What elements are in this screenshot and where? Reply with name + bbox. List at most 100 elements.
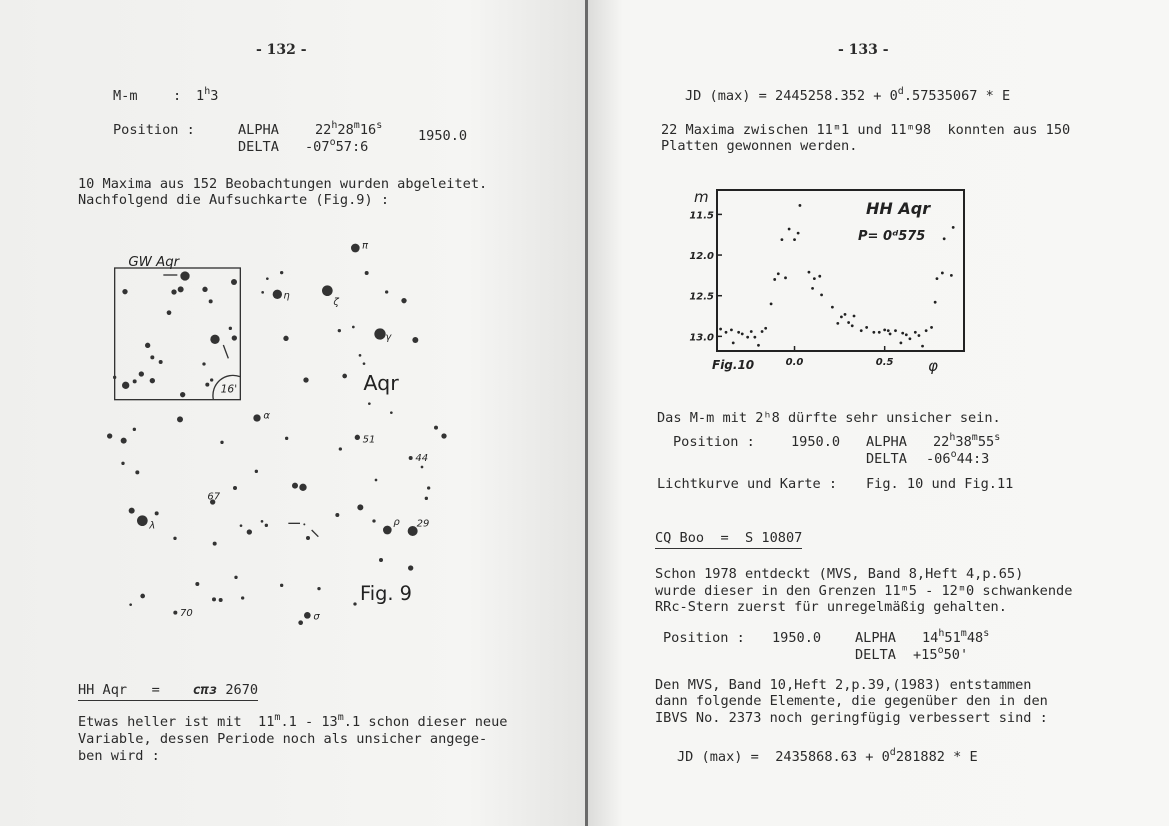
paragraph-line: Variable, dessen Periode noch als unsich… [78, 731, 488, 747]
data-point [940, 271, 944, 275]
star-dot [154, 511, 159, 516]
data-point [883, 328, 887, 332]
star-dot [140, 593, 145, 599]
y-tick-label: 12.0 [689, 251, 714, 262]
data-point [820, 293, 823, 297]
data-point [796, 231, 800, 235]
data-point [949, 273, 953, 277]
star-dot [122, 381, 130, 389]
star-dot [362, 362, 366, 365]
data-point [784, 276, 787, 280]
epoch: 1950.0 [791, 434, 841, 450]
data-point [724, 330, 728, 334]
star-dot [145, 342, 151, 348]
star-dot [254, 469, 258, 473]
star-dot [122, 289, 128, 295]
jd-formula: JD (max) = 2435868.63 + 0d281882 * E [677, 747, 978, 766]
data-point [904, 333, 908, 337]
data-point [818, 274, 822, 278]
data-point [899, 341, 903, 345]
data-point [776, 272, 780, 276]
epoch: 1950.0 [772, 630, 822, 646]
figure-label: Fig.10 [712, 358, 754, 372]
page-number-left: - 132 - [256, 42, 307, 58]
star-dot [132, 427, 136, 431]
data-point [787, 227, 791, 231]
mm-label: M-m [113, 88, 138, 104]
star-dot [306, 536, 310, 540]
star-label: π [362, 241, 369, 252]
star-dot [342, 373, 347, 379]
data-point [921, 344, 924, 348]
star-dot [177, 416, 183, 423]
data-point [746, 335, 750, 339]
data-point [798, 204, 802, 207]
star-dot [338, 447, 342, 451]
star-dot [337, 329, 341, 333]
star-label: 67 [207, 491, 220, 502]
book-spine [585, 0, 588, 826]
star-dot [292, 482, 298, 489]
star-dot [241, 596, 245, 600]
star-dot [408, 565, 414, 571]
star-dot [272, 289, 282, 299]
data-point [852, 314, 856, 318]
paragraph-line: 22 Maxima zwischen 11ᵐ1 und 11ᵐ98 konnte… [661, 122, 1071, 138]
star-dot [121, 461, 125, 465]
lightcurve-label: Lichtkurve und Karte : [657, 476, 838, 492]
heading-hh-aqr: HH Aqr = cπз 2670 [78, 682, 259, 701]
data-point [753, 335, 757, 339]
position-label: Position : [113, 122, 195, 138]
star-dot [264, 523, 268, 527]
star-dot [195, 582, 200, 586]
star-dot [390, 411, 393, 414]
star-label: α [263, 410, 270, 421]
data-point [872, 330, 876, 334]
mm-colon: : [173, 88, 182, 104]
star-dot [412, 337, 419, 343]
data-point [737, 330, 741, 334]
star-label: 70 [180, 608, 193, 619]
star-dot [212, 597, 216, 602]
chart-title: HH Aqr [866, 199, 931, 218]
data-point [769, 302, 773, 306]
period-annotation: P= 0ᵈ575 [858, 229, 925, 244]
epoch: 1950.0 [418, 128, 468, 144]
star-dot [234, 575, 238, 579]
star-dot [137, 515, 148, 526]
star-dot [357, 504, 364, 511]
star-dot [372, 519, 376, 523]
star-label: ρ [393, 517, 400, 528]
light-curve-fig10: m HH Aqr P= 0ᵈ575 Fig.10 φ 11.5 12.0 12.5 1… [689, 188, 965, 375]
alpha-label: ALPHA [238, 122, 279, 138]
inset-scale: 16' [221, 383, 238, 396]
paragraph-line: Das M-m mit 2ʰ8 dürfte sehr unsicher sei… [657, 410, 1001, 426]
star-dot [180, 271, 190, 281]
star-dot [434, 425, 438, 430]
scale-arc [212, 374, 241, 400]
star-dot [383, 525, 392, 535]
star-dot [212, 541, 217, 546]
star-dot [407, 526, 418, 536]
data-point [908, 337, 912, 341]
star-dot [158, 360, 163, 364]
star-dot [266, 277, 269, 280]
data-point [840, 315, 843, 319]
paragraph-line: wurde dieser in den Grenzen 11ᵐ5 - 12ᵐ0 … [655, 583, 1073, 599]
jd-formula: JD (max) = 2445258.352 + 0d.57535067 * E [685, 86, 1011, 105]
heading-cq-boo: CQ Boo = S 10807 [655, 530, 803, 549]
data-point [740, 332, 744, 336]
star-dot [132, 379, 137, 384]
star-dot [368, 402, 371, 405]
star-dot [261, 291, 264, 294]
star-dot [408, 456, 413, 460]
star-dot [210, 499, 216, 505]
data-point [780, 238, 784, 242]
alpha-label: ALPHA [855, 630, 896, 646]
delta-label: DELTA [238, 139, 279, 155]
star-dot [253, 414, 261, 422]
star-dot [210, 378, 214, 382]
paragraph-line: IBVS No. 2373 noch geringfügig verbesser… [655, 710, 1048, 726]
star-dot [283, 335, 289, 341]
star-dot [150, 355, 155, 360]
